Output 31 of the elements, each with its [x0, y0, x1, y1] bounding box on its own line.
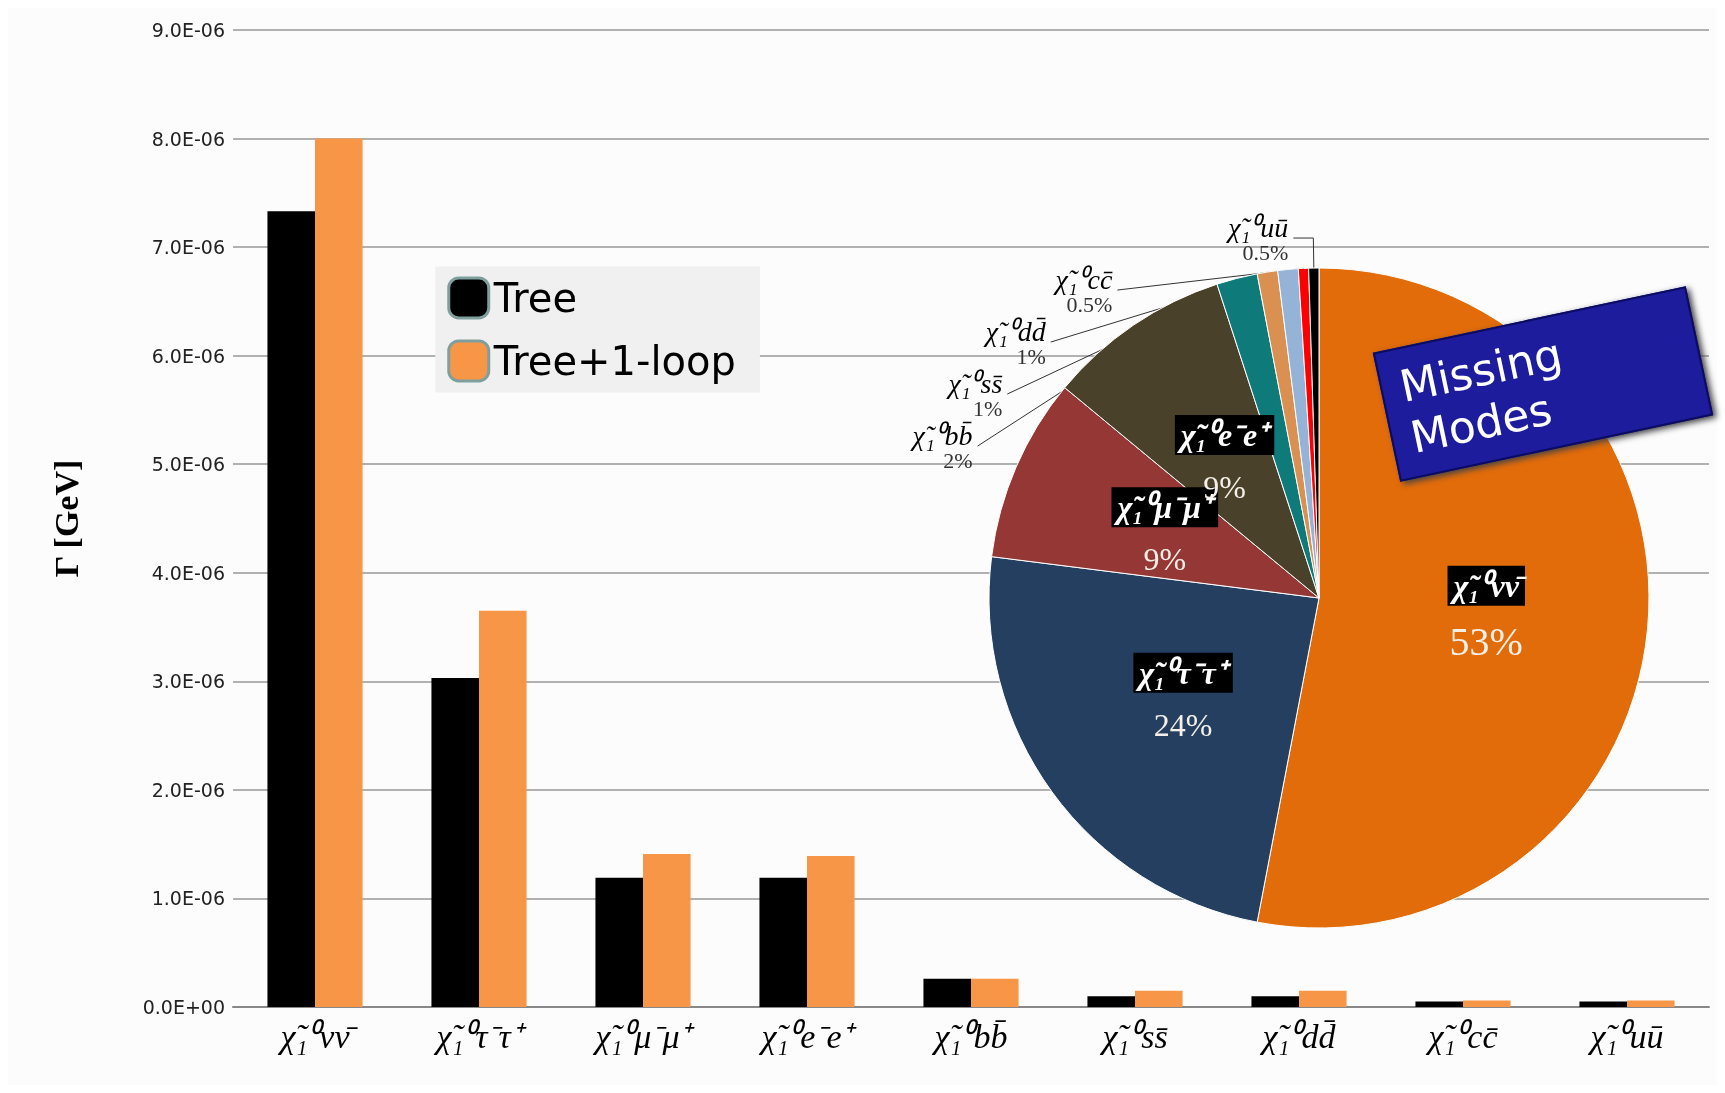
slice-label: χ̃₁⁰νν̄ — [1449, 567, 1527, 604]
y-tick-label: 8.0E-06 — [151, 127, 225, 150]
x-tick-label: χ̃₁⁰uū — [1587, 1017, 1664, 1055]
y-tick-label: 3.0E-06 — [151, 670, 225, 693]
slice-label: χ̃₁⁰uū — [1225, 211, 1289, 243]
x-tick-label: χ̃₁⁰dd̄ — [1259, 1017, 1337, 1055]
x-tick-label: χ̃₁⁰e⁻e⁺ — [758, 1017, 858, 1055]
x-tick-label: χ̃₁⁰μ⁻μ⁺ — [592, 1017, 696, 1055]
legend-label: Tree+1-loop — [492, 337, 736, 384]
x-tick-label: χ̃₁⁰ss̄ — [1099, 1017, 1169, 1055]
y-tick-label: 9.0E-06 — [151, 19, 225, 41]
x-tick-label: χ̃₁⁰cc̄ — [1425, 1017, 1499, 1055]
slice-label: χ̃₁⁰e⁻e⁺ — [1176, 417, 1274, 454]
data-label: 24% — [1153, 706, 1213, 743]
y-tick-label: 4.0E-06 — [151, 561, 225, 584]
y-tick-label: 2.0E-06 — [151, 778, 225, 801]
data-label: 9% — [1143, 541, 1187, 578]
y-axis-title: Γ [GeV] — [47, 459, 85, 578]
y-tick-label: 5.0E-06 — [151, 453, 225, 476]
slice-label: χ̃₁⁰cc̄ — [1052, 263, 1113, 295]
y-tick-label: 6.0E-06 — [151, 344, 225, 367]
data-label: 53% — [1449, 619, 1523, 665]
x-tick-label: χ̃₁⁰νν̄ — [277, 1017, 359, 1055]
legend-label: Tree — [492, 274, 578, 321]
x-tick-label: χ̃₁⁰bb̄ — [931, 1017, 1008, 1055]
y-tick-label: 1.0E-06 — [151, 887, 225, 910]
y-tick-label: 7.0E-06 — [151, 236, 225, 259]
annotation: Missing Modes — [1395, 328, 1567, 463]
y-tick-label: 0.0E+00 — [142, 996, 225, 1018]
slice-label: χ̃₁⁰τ⁻τ⁺ — [1135, 654, 1232, 691]
x-tick-label: χ̃₁⁰τ⁻τ⁺ — [433, 1017, 527, 1055]
